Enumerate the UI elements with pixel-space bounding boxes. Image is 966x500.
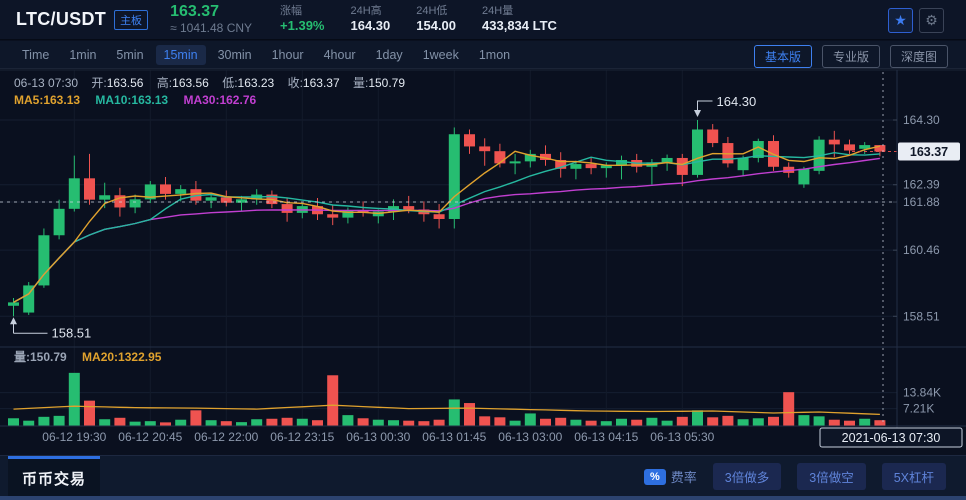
svg-text:06-12 22:00: 06-12 22:00 [194,430,258,444]
svg-text:2021-06-13 07:30: 2021-06-13 07:30 [842,431,941,445]
svg-text:06-13 03:00: 06-13 03:00 [498,430,562,444]
interval-tab-1min[interactable]: 1min [69,47,97,62]
gear-icon: ⚙ [925,12,938,28]
favorite-star-button[interactable]: ★ [888,8,913,33]
interval-tab-1day[interactable]: 1day [375,47,403,62]
ohlc-time: 06-13 07:30 [14,76,79,90]
svg-text:158.51: 158.51 [52,325,92,340]
board-badge: 主板 [114,9,149,30]
chart-section: 164.30 162.39 161.88 160.46 158.51 13.84K 7.21… [0,69,966,455]
leverage-5x-button[interactable]: 5X杠杆 [881,463,946,490]
svg-text:06-12 20:45: 06-12 20:45 [118,430,182,444]
svg-text:13.84K: 13.84K [903,386,941,400]
long-3x-button[interactable]: 3倍做多 [712,463,782,490]
tab-spot-trading[interactable]: 币币交易 [8,456,100,497]
stat-24h-high: 24H高 164.30 [350,4,391,34]
interval-tab-1week[interactable]: 1week [422,47,459,62]
view-depth-button[interactable]: 深度图 [889,45,948,68]
stat-change: 涨幅 +1.39% [280,4,325,34]
star-icon: ★ [894,12,907,28]
svg-text:164.30: 164.30 [903,113,940,127]
header: LTC/USDT 主板 163.37 ≈ 1041.48 CNY 涨幅 +1.3… [0,0,966,40]
volume-label: 量:150.79 [14,350,67,364]
volume-ma20-label: MA20:1322.95 [82,350,162,364]
svg-text:160.46: 160.46 [903,243,940,257]
ohlc-info-line: 06-13 07:30 开:163.56 高:163.56 低:163.23 收… [14,76,406,90]
svg-text:7.21K: 7.21K [903,402,934,416]
interval-toolbar: Time 1min 5min 15min 30min 1hour 4hour 1… [0,41,966,69]
interval-tab-30min[interactable]: 30min [217,47,252,62]
svg-text:06-13 04:15: 06-13 04:15 [574,430,638,444]
view-basic-button[interactable]: 基本版 [753,45,812,68]
stat-24h-volume: 24H量 433,834 LTC [482,4,557,34]
svg-text:161.88: 161.88 [903,195,940,209]
short-3x-button[interactable]: 3倍做空 [797,463,866,490]
volume-info-line: 量:150.79 MA20:1322.95 [14,348,173,365]
bottom-panel-edge [0,496,966,500]
svg-text:06-13 00:30: 06-13 00:30 [346,430,410,444]
svg-text:158.51: 158.51 [903,309,940,323]
view-pro-button[interactable]: 专业版 [821,45,880,68]
interval-tab-1mon[interactable]: 1mon [478,47,511,62]
interval-tab-1hour[interactable]: 1hour [271,47,304,62]
fee-rate-button[interactable]: % 费率 [644,467,697,486]
interval-tab-15min[interactable]: 15min [155,44,206,65]
ma5-label: MA5:163.13 [14,93,81,107]
last-price: 163.37 [170,3,219,21]
footer-bar: 币币交易 % 费率 3倍做多 3倍做空 5X杠杆 [0,455,966,500]
percent-icon: % [644,468,666,485]
ma10-label: MA10:163.13 [95,93,169,107]
interval-tab-4hour[interactable]: 4hour [323,47,356,62]
svg-text:06-12 19:30: 06-12 19:30 [42,430,106,444]
price-cny: ≈ 1041.48 CNY [170,20,253,35]
svg-text:163.37: 163.37 [910,145,948,159]
svg-text:164.30: 164.30 [717,94,757,109]
chart-settings-button[interactable]: ⚙ [919,8,944,33]
ma-info-line: MA5:163.13 MA10:163.13 MA30:162.76 [14,93,268,107]
interval-tab-time[interactable]: Time [22,47,50,62]
stat-24h-low: 24H低 154.00 [416,4,457,34]
svg-text:06-13 05:30: 06-13 05:30 [650,430,714,444]
svg-text:162.39: 162.39 [903,178,940,192]
svg-text:06-12 23:15: 06-12 23:15 [270,430,334,444]
ma30-label: MA30:162.76 [183,93,257,107]
pair-title: LTC/USDT [16,9,107,29]
svg-text:06-13 01:45: 06-13 01:45 [422,430,486,444]
interval-tab-5min[interactable]: 5min [116,47,144,62]
